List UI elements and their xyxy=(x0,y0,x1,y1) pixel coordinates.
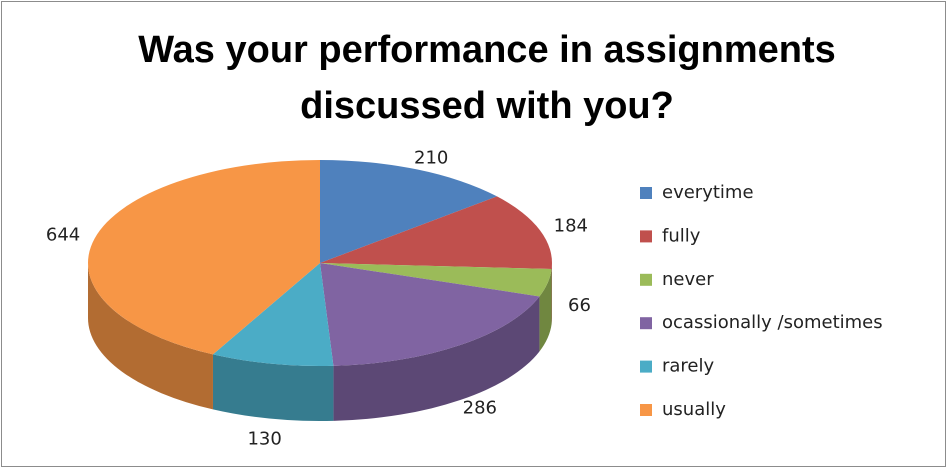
legend-label: never xyxy=(662,269,714,290)
legend-label: fully xyxy=(662,225,701,246)
data-label: 644 xyxy=(46,225,80,246)
slice-side xyxy=(212,354,334,421)
slice xyxy=(320,160,498,263)
slice xyxy=(320,263,540,366)
data-label: 66 xyxy=(568,295,591,316)
data-label: 210 xyxy=(414,147,448,168)
slice-side xyxy=(333,296,540,421)
legend-label: everytime xyxy=(662,182,754,203)
legend-label: rarely xyxy=(662,356,715,377)
legend-label: ocassionally /sometimes xyxy=(662,312,883,333)
legend-swatch xyxy=(640,404,652,416)
legend-swatch xyxy=(640,187,652,199)
slice xyxy=(320,196,552,269)
slice-side xyxy=(88,263,213,410)
slice-side xyxy=(539,268,552,352)
legend-label: usually xyxy=(662,399,726,420)
slice xyxy=(88,160,321,355)
chart-title: Was your performance in assignments disc… xyxy=(138,29,836,127)
legend-swatch xyxy=(640,360,652,373)
data-label: 184 xyxy=(554,215,588,236)
slice xyxy=(212,263,334,366)
legend-swatch xyxy=(640,317,652,330)
data-label: 286 xyxy=(463,398,497,419)
slice xyxy=(320,263,552,297)
legend-swatch xyxy=(640,230,652,243)
legend-swatch xyxy=(640,273,652,286)
data-label: 130 xyxy=(247,429,281,450)
